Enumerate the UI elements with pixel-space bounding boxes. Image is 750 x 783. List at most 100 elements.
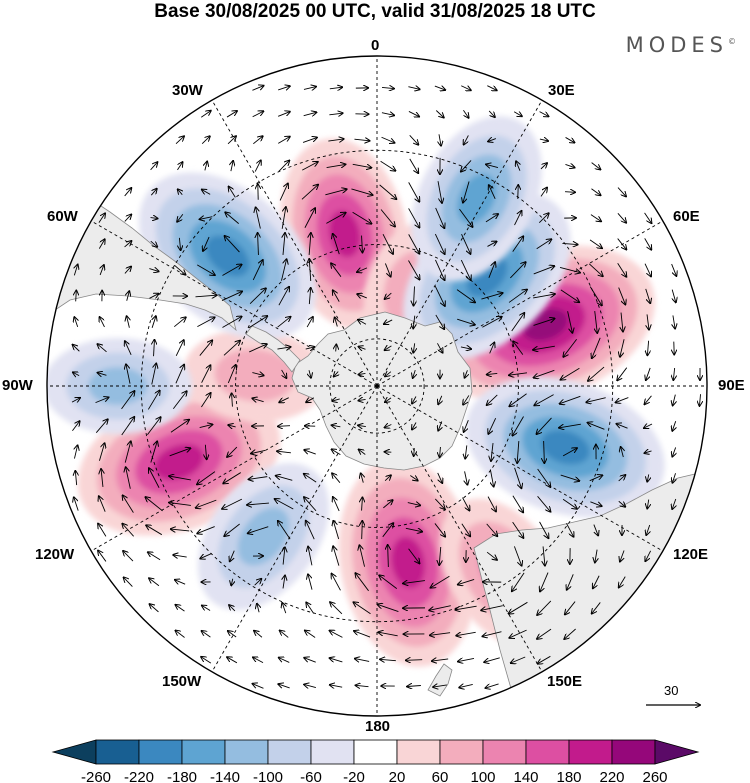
colorbar-tick-label: 60 — [432, 769, 449, 783]
wind-arrow — [127, 316, 130, 328]
wind-arrow — [647, 499, 648, 509]
wind-arrow — [616, 397, 629, 403]
wind-arrow — [73, 372, 80, 375]
wind-arrow — [95, 419, 107, 433]
wind-arrow — [618, 500, 625, 506]
wind-arrow — [174, 264, 186, 274]
wind-arrow — [196, 499, 217, 508]
wind-arrow — [511, 656, 526, 663]
wind-arrow — [253, 657, 264, 664]
wind-arrow — [461, 160, 472, 171]
wind-arrow — [73, 345, 80, 352]
wind-arrow — [196, 264, 215, 275]
wind-arrow — [171, 529, 190, 531]
wind-arrow — [486, 523, 498, 536]
wind-arrow — [562, 243, 577, 244]
colorbar-swatch — [353, 739, 398, 765]
wind-arrow — [357, 268, 368, 272]
wind-arrow — [303, 87, 316, 90]
wind-arrow — [438, 421, 442, 430]
wind-arrow — [254, 579, 262, 586]
wind-arrow — [230, 550, 235, 562]
wind-arrow — [540, 188, 547, 197]
wind-arrow — [353, 602, 371, 615]
wind-arrow — [248, 526, 269, 534]
antarctic-peninsula — [245, 325, 301, 373]
wind-arrow — [513, 341, 524, 355]
wind-vectors — [72, 86, 700, 689]
wind-arrow — [537, 628, 552, 639]
wind-arrow — [465, 370, 468, 377]
wind-arrow — [329, 87, 342, 89]
wind-arrow — [309, 259, 310, 282]
wind-arrow — [460, 347, 471, 349]
wind-arrow — [621, 447, 624, 458]
wind-arrow — [98, 239, 104, 249]
colorbar-swatch — [267, 739, 312, 765]
wind-arrow — [672, 498, 676, 509]
wind-arrow — [221, 291, 242, 301]
wind-arrow — [172, 391, 186, 410]
wind-arrow — [565, 192, 575, 193]
wind-arrow — [620, 339, 625, 357]
wind-arrow — [560, 474, 580, 481]
wind-arrow — [455, 605, 477, 610]
wind-arrow — [74, 265, 77, 276]
wind-arrow — [124, 267, 131, 274]
wind-arrow — [567, 311, 573, 332]
wind-arrow — [586, 397, 606, 403]
wind-arrow — [589, 286, 602, 306]
wind-arrow — [407, 503, 420, 506]
wind-arrow — [355, 573, 369, 592]
wind-arrow — [672, 473, 675, 482]
wind-arrow — [278, 521, 291, 540]
wind-arrow — [566, 523, 573, 536]
wind-arrow — [513, 112, 522, 116]
wind-arrow — [412, 396, 416, 403]
wind-arrow — [278, 161, 289, 172]
wind-arrow — [514, 467, 522, 488]
wind-arrow — [362, 521, 363, 540]
wind-arrow — [124, 215, 131, 222]
meridian — [90, 220, 378, 387]
wind-arrow — [303, 112, 317, 115]
wind-arrow — [306, 317, 313, 328]
wind-arrow — [488, 110, 495, 117]
wind-arrow — [644, 424, 653, 428]
wind-arrow — [356, 685, 369, 686]
wind-arrow — [644, 212, 652, 223]
colorbar-swatch — [439, 739, 484, 765]
wind-arrow — [333, 546, 340, 566]
wind-arrow — [465, 471, 468, 484]
wind-arrow — [437, 472, 443, 483]
wind-arrow — [645, 550, 652, 561]
wind-arrow — [595, 311, 598, 333]
wind-arrow — [122, 524, 134, 537]
wind-arrow — [175, 631, 185, 638]
anomaly-contour — [214, 349, 296, 402]
colorbar-swatch — [611, 739, 656, 765]
wind-arrow — [279, 184, 288, 201]
wind-arrow — [358, 399, 366, 400]
wind-arrow — [434, 285, 445, 306]
anomaly-contour — [391, 536, 426, 588]
wind-arrow — [95, 397, 109, 404]
latitude-circle — [235, 244, 519, 528]
wind-arrow — [224, 523, 240, 536]
wind-arrow — [281, 369, 287, 378]
wind-arrow — [358, 425, 366, 426]
wind-arrow — [150, 240, 157, 247]
wind-arrow — [514, 211, 522, 226]
wind-arrow — [254, 631, 263, 638]
wind-arrow — [408, 182, 420, 201]
wind-arrow — [99, 443, 104, 461]
lon-label-30w: 30W — [172, 82, 203, 99]
wind-arrow — [304, 450, 316, 455]
wind-arrow — [645, 395, 652, 404]
wind-arrow — [99, 496, 106, 512]
wind-arrow — [309, 233, 311, 256]
wind-arrow — [358, 320, 367, 324]
wind-arrow — [76, 291, 77, 302]
wind-arrow — [205, 444, 206, 460]
